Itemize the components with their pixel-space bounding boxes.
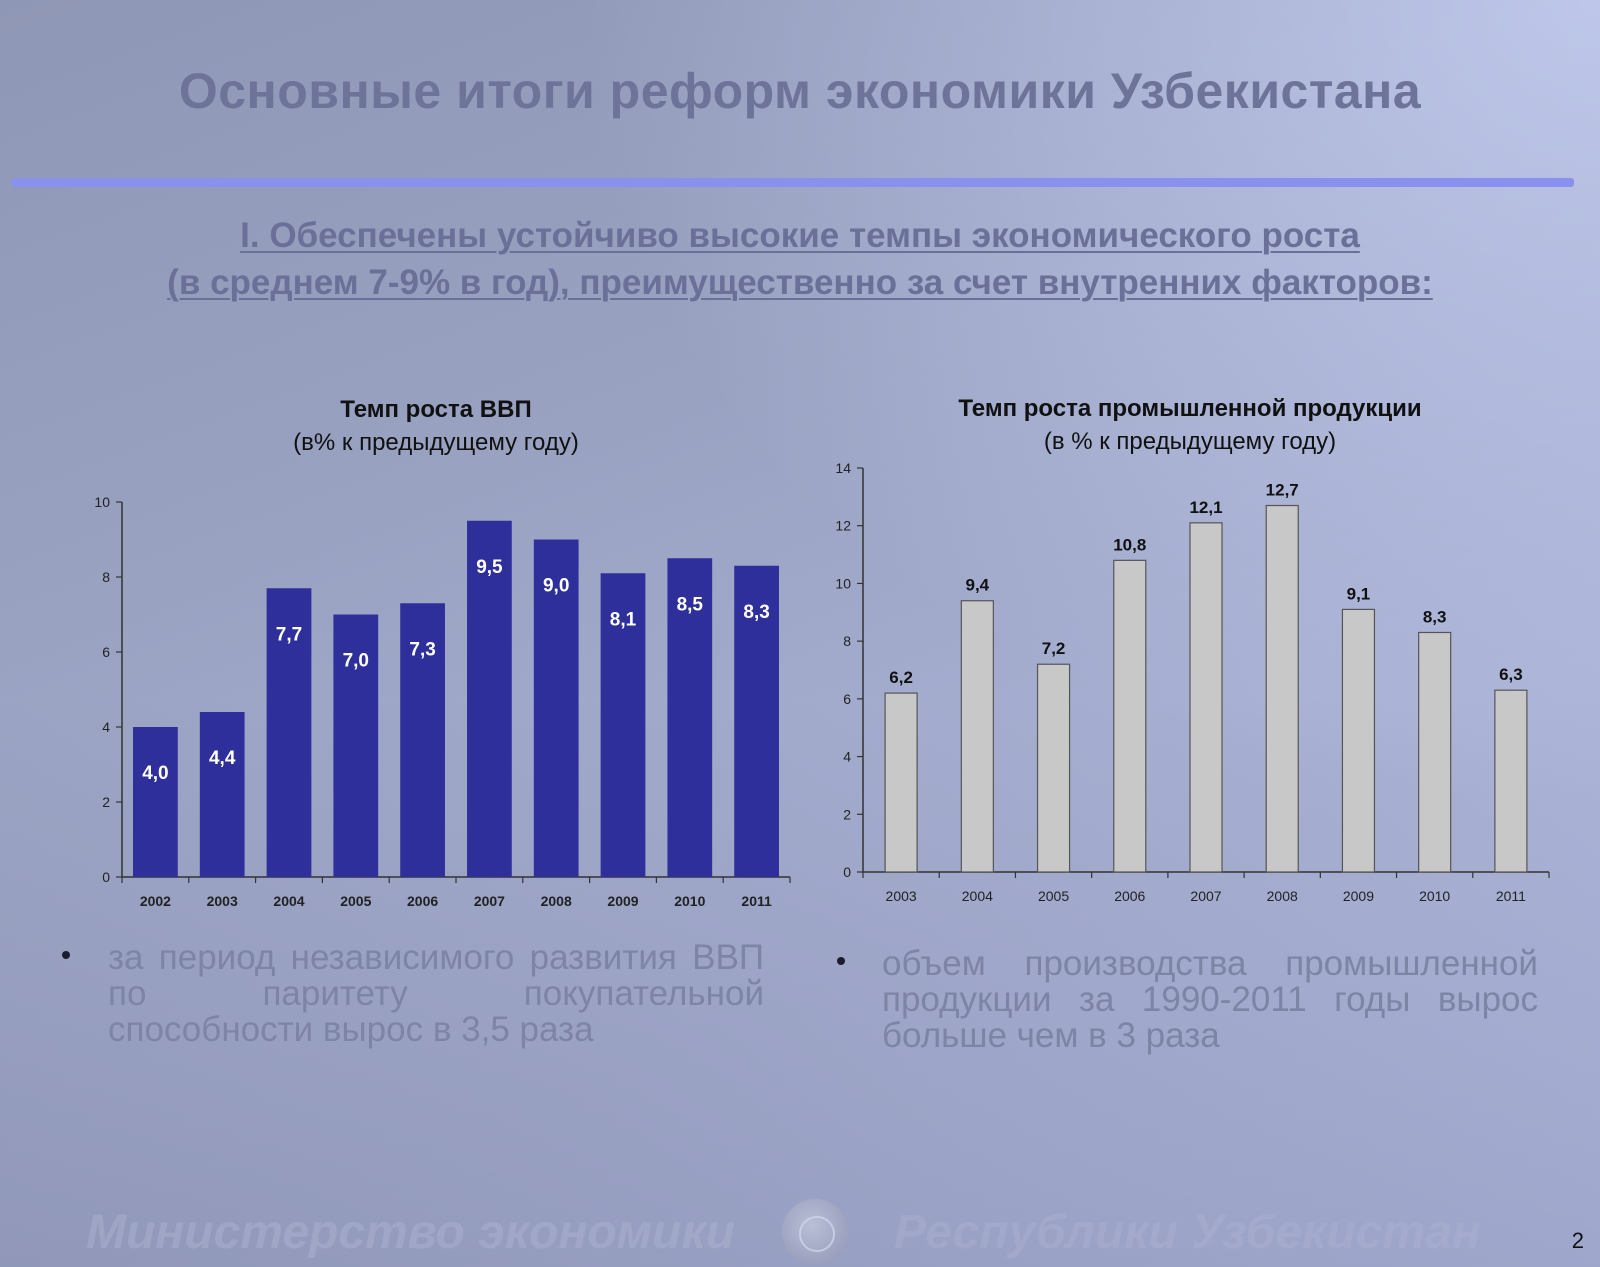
x-tick-label-2005: 2005 — [1038, 888, 1069, 904]
y-tick-label: 6 — [843, 691, 851, 707]
x-tick-label-2009: 2009 — [607, 893, 638, 909]
bar-2008 — [1265, 504, 1299, 873]
data-label-2011: 6,3 — [1499, 665, 1523, 684]
bar-2002 — [133, 727, 178, 877]
y-tick-label: 2 — [102, 794, 110, 810]
bar-2010 — [1418, 631, 1452, 873]
x-tick-label-2007: 2007 — [474, 893, 505, 909]
y-tick-label: 10 — [94, 494, 110, 510]
data-label-2004: 9,4 — [966, 576, 990, 595]
x-tick-label-2004: 2004 — [273, 893, 304, 909]
x-tick-label-2006: 2006 — [1114, 888, 1145, 904]
x-tick-label-2011: 2011 — [1496, 888, 1526, 904]
data-label-2011: 8,3 — [743, 602, 769, 623]
y-tick-label: 8 — [843, 633, 851, 649]
bar-2011 — [734, 565, 779, 877]
footer-republic-text: Республики Узбекистан — [894, 1206, 1481, 1259]
bar-2007 — [1189, 522, 1223, 873]
x-tick-label-2009: 2009 — [1343, 888, 1374, 904]
y-tick-label: 8 — [102, 569, 110, 585]
bar-2003 — [884, 692, 918, 873]
x-tick-label-2010: 2010 — [674, 893, 705, 909]
bar-2004 — [266, 588, 312, 877]
bar-2006 — [400, 603, 445, 877]
data-label-2008: 9,0 — [543, 576, 569, 597]
bar-2009 — [1341, 608, 1376, 873]
bar-2008 — [533, 539, 579, 877]
industry-chart-title-main: Темп роста промышленной продукции — [958, 395, 1422, 422]
x-tick-label-2011: 2011 — [741, 893, 772, 909]
data-label-2006: 7,3 — [409, 639, 435, 660]
y-tick-label: 14 — [835, 460, 851, 476]
x-tick-label-2003: 2003 — [207, 893, 238, 909]
data-label-2009: 9,1 — [1347, 584, 1371, 603]
y-tick-label: 0 — [843, 864, 851, 880]
industry-chart-title-sub: (в % к предыдущему году) — [1043, 428, 1337, 455]
data-label-2006: 10,8 — [1113, 535, 1146, 554]
gdp-chart-title-sub: (в% к предыдущему году) — [293, 429, 579, 456]
x-tick-label-2008: 2008 — [541, 893, 572, 909]
y-tick-label: 0 — [102, 869, 110, 885]
y-tick-label: 4 — [102, 719, 110, 735]
gdp-chart-title: Темп роста ВВП (в% к предыдущему году) — [186, 393, 686, 459]
bullet-text-right: объем производства промышленной продукци… — [882, 944, 1538, 1055]
x-tick-label-2010: 2010 — [1419, 888, 1450, 904]
bar-2005 — [333, 614, 379, 877]
slide-title: Основные итоги реформ экономики Узбекист… — [178, 63, 1422, 119]
x-tick-label-2003: 2003 — [886, 888, 917, 904]
data-label-2008: 12,7 — [1266, 481, 1299, 500]
x-tick-label-2004: 2004 — [962, 888, 993, 904]
data-label-2010: 8,3 — [1423, 607, 1447, 626]
gdp-growth-chart: 0 2 4 6 8 10 4,0 2002 4,4 2003 7,7 2004 7,0 2005 7,3 20… — [94, 494, 791, 909]
bar-2004 — [960, 600, 994, 873]
y-tick-label: 6 — [102, 644, 110, 660]
bullet-marker-left — [62, 951, 70, 959]
bar-2006 — [1113, 559, 1147, 873]
data-label-2005: 7,0 — [343, 651, 369, 672]
data-label-2003: 4,4 — [209, 748, 236, 769]
slide-subtitle: I. Обеспечены устойчиво высокие темпы эк… — [0, 212, 1600, 306]
page-number: 2 — [1571, 1228, 1584, 1253]
data-label-2005: 7,2 — [1042, 639, 1066, 658]
bar-2009 — [600, 573, 646, 877]
industry-chart-title: Темп роста промышленной продукции (в % к… — [890, 392, 1490, 458]
y-tick-label: 10 — [835, 575, 851, 591]
y-tick-label: 2 — [843, 806, 851, 822]
bar-2005 — [1036, 663, 1071, 873]
subtitle-line-2: (в среднем 7-9% в год), преимущественно … — [167, 263, 1433, 302]
data-label-2007: 12,1 — [1189, 498, 1222, 517]
x-tick-label-2002: 2002 — [140, 893, 171, 909]
data-label-2003: 6,2 — [889, 668, 913, 687]
x-tick-label-2006: 2006 — [407, 893, 438, 909]
title-divider — [12, 178, 1574, 187]
x-tick-label-2005: 2005 — [340, 893, 371, 909]
y-tick-label: 4 — [843, 749, 851, 765]
bullet-marker-right — [837, 957, 845, 965]
gdp-chart-title-main: Темп роста ВВП — [340, 396, 532, 423]
bar-2010 — [667, 558, 713, 877]
data-label-2007: 9,5 — [476, 557, 503, 578]
x-tick-label-2008: 2008 — [1267, 888, 1298, 904]
bar-2011 — [1494, 689, 1528, 873]
data-label-2002: 4,0 — [142, 763, 168, 784]
subtitle-line-1: I. Обеспечены устойчиво высокие темпы эк… — [240, 216, 1360, 255]
bullet-text-left: за период независимого развития ВВП по п… — [108, 938, 764, 1049]
x-tick-label-2007: 2007 — [1190, 888, 1221, 904]
industry-growth-chart: 0 2 4 6 8 10 12 14 6,2 2003 9,4 2004 7,2 2005 10,8 2006… — [835, 460, 1550, 904]
bar-2007 — [467, 520, 512, 877]
footer-ministry-text: Министерство экономики — [86, 1206, 736, 1259]
data-label-2010: 8,5 — [677, 594, 704, 615]
y-tick-label: 12 — [835, 518, 851, 534]
data-label-2009: 8,1 — [610, 609, 637, 630]
bar-2003 — [199, 712, 245, 877]
state-emblem-icon — [782, 1199, 848, 1265]
data-label-2004: 7,7 — [276, 624, 302, 645]
